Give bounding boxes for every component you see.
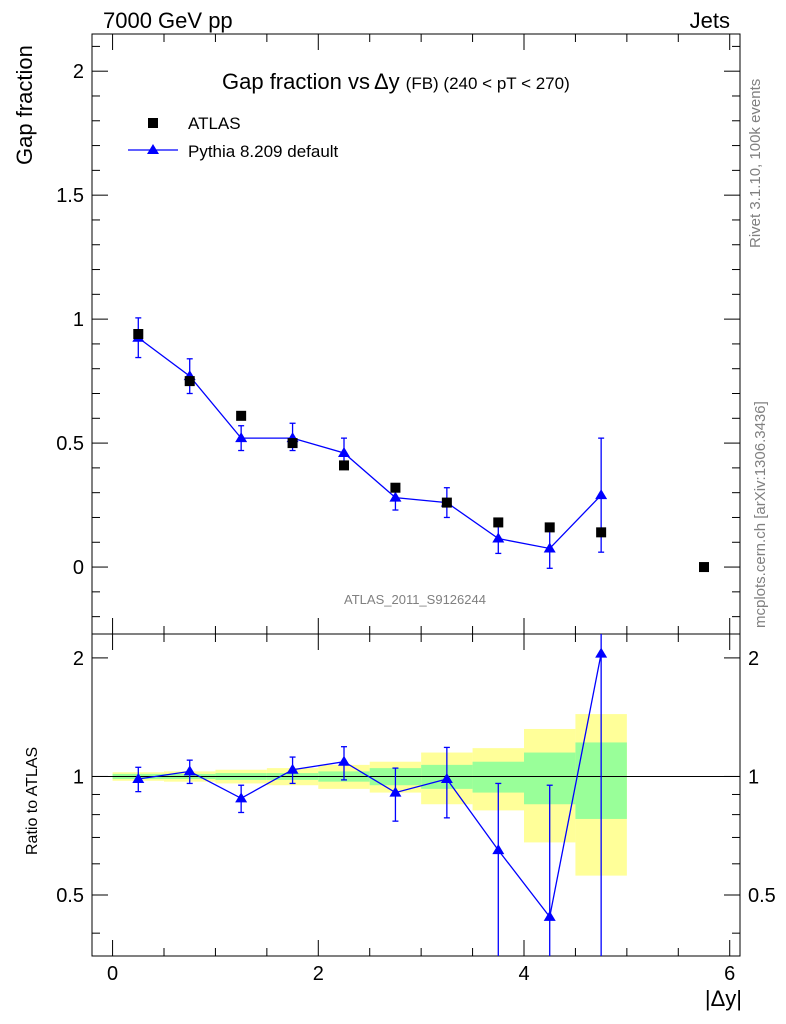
atlas-point: [133, 329, 144, 339]
ratio-pythia-line: [138, 653, 602, 919]
chart-title: Gap fraction vs Δy (FB) (240 < pT < 270): [222, 69, 570, 94]
ratio-pythia-point: [543, 910, 556, 921]
atlas-point: [596, 527, 607, 538]
ratio-pythia-point: [595, 647, 608, 658]
main-y-axis-label: Gap fraction: [12, 45, 37, 165]
main-ytick-label: 0: [73, 557, 84, 579]
xtick-label: 0: [107, 963, 118, 985]
legend: ATLAS Pythia 8.209 default: [128, 114, 339, 161]
watermark: ATLAS_2011_S9126244: [344, 592, 486, 607]
pythia-point: [338, 447, 350, 458]
main-ytick-label: 1.5: [56, 185, 84, 207]
pythia-point: [595, 489, 608, 500]
x-axis-label: |Δy|: [705, 986, 742, 1011]
main-ytick-label: 1: [73, 309, 84, 331]
pythia-point: [235, 432, 248, 443]
main-ytick-label: 0.5: [56, 433, 84, 455]
xtick-label: 6: [724, 963, 735, 985]
pythia-line: [137, 337, 602, 550]
ratio-pythia-point: [440, 773, 453, 784]
legend-pythia-label: Pythia 8.209 default: [188, 142, 339, 161]
atlas-point: [493, 517, 504, 528]
ratio-pythia-point: [338, 755, 350, 766]
ratio-frame: [91, 633, 741, 957]
main-ytick-label: 2: [73, 61, 84, 83]
chart-title-suffix: (FB) (240 < pT < 270): [406, 74, 570, 93]
rivet-label: Rivet 3.1.10, 100k events: [747, 79, 764, 248]
chart-title-delta: Δy: [374, 69, 400, 94]
xtick-label: 4: [518, 963, 529, 985]
ratio-pythia-point: [286, 763, 299, 774]
ratio-pythia-point: [235, 792, 248, 803]
data-series: [132, 317, 709, 956]
ratio-pythia-point: [389, 786, 402, 797]
pythia-point: [492, 532, 505, 543]
atlas-point: [699, 562, 709, 573]
atlas-point: [287, 438, 298, 449]
ratio-ytick-label-right: 2: [748, 648, 759, 670]
atlas-point: [441, 497, 452, 508]
ratio-ytick-label-left: 2: [73, 648, 84, 670]
ratio-y-axis-label: Ratio to ATLAS: [24, 747, 41, 855]
legend-atlas-marker: [148, 118, 158, 128]
chart-title-main: Gap fraction vs: [222, 69, 370, 94]
mcplots-label: mcplots.cern.ch [arXiv:1306.3436]: [752, 401, 769, 628]
header-right: Jets: [690, 8, 730, 33]
atlas-point: [544, 522, 555, 533]
legend-pythia-marker: [147, 144, 159, 154]
pythia-point: [543, 542, 556, 553]
ratio-pythia-point: [492, 844, 505, 855]
axes: 0 0.5 1 1.5 2 0.5 0.5 1 1 2 2 0 2 4 6: [56, 33, 776, 985]
ratio-ytick-label-right: 0.5: [748, 885, 776, 907]
pythia-point: [389, 491, 402, 502]
atlas-point: [236, 410, 247, 421]
ratio-ytick-label-left: 0.5: [56, 885, 84, 907]
ratio-pythia-point: [183, 765, 196, 776]
atlas-point: [390, 482, 401, 493]
ratio-pythia-point: [132, 773, 145, 784]
atlas-point: [184, 376, 195, 387]
ratio-ytick-label-left: 1: [73, 766, 84, 788]
header-left: 7000 GeV pp: [103, 8, 233, 33]
atlas-point: [339, 460, 349, 471]
xtick-label: 2: [313, 963, 324, 985]
ratio-ytick-label-right: 1: [748, 766, 759, 788]
legend-atlas-label: ATLAS: [188, 114, 241, 133]
